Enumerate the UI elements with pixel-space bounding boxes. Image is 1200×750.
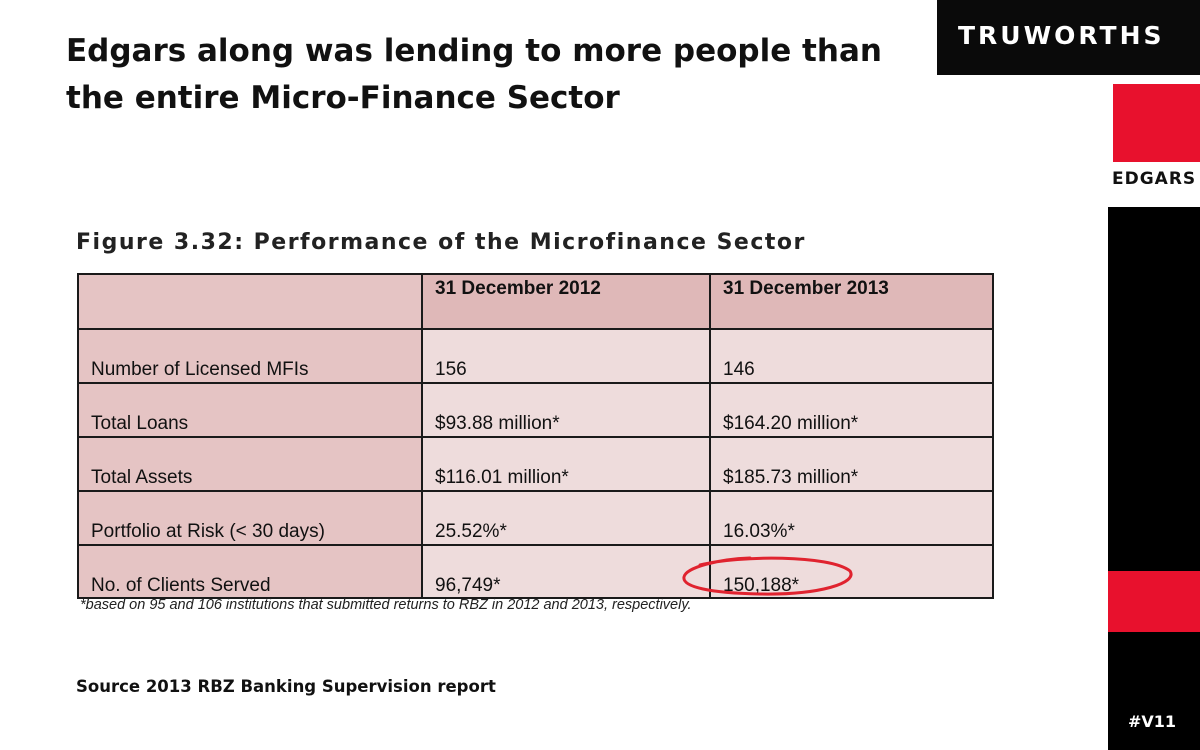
side-red-block	[1108, 571, 1200, 632]
table-row: No. of Clients Served 96,749* 150,188*	[77, 544, 994, 599]
table-row: Total Loans $93.88 million* $164.20 mill…	[77, 382, 994, 438]
value-2012: 156	[421, 328, 711, 384]
row-label: Total Loans	[77, 382, 423, 438]
row-label: Total Assets	[77, 436, 423, 492]
truworths-logo-bar	[937, 0, 1200, 75]
value-2012: 96,749*	[421, 544, 711, 599]
header-2013: 31 December 2013	[709, 273, 994, 330]
side-decoration-strip	[1108, 207, 1200, 750]
table-row: Portfolio at Risk (< 30 days) 25.52%* 16…	[77, 490, 994, 546]
table-header-row: 31 December 2012 31 December 2013	[77, 273, 994, 330]
edgars-logo-square	[1113, 84, 1200, 162]
value-2013: 146	[709, 328, 994, 384]
table-row: Total Assets $116.01 million* $185.73 mi…	[77, 436, 994, 492]
highlight-circle	[682, 556, 853, 596]
value-2013: $164.20 million*	[709, 382, 994, 438]
row-label: Number of Licensed MFIs	[77, 328, 423, 384]
slide-tag: #V11	[1128, 712, 1177, 731]
slide-title: Edgars along was lending to more people …	[66, 33, 882, 116]
header-2012: 31 December 2012	[421, 273, 711, 330]
figure-title: Figure 3.32: Performance of the Microfin…	[76, 230, 806, 255]
value-2012: 25.52%*	[421, 490, 711, 546]
row-label: Portfolio at Risk (< 30 days)	[77, 490, 423, 546]
microfinance-table: 31 December 2012 31 December 2013 Number…	[77, 273, 994, 599]
table-footnote: *based on 95 and 106 institutions that s…	[80, 597, 692, 613]
truworths-logo-text: TRUWORTHS	[958, 21, 1165, 50]
edgars-logo-label: EDGARS	[1112, 169, 1197, 189]
value-2012: $116.01 million*	[421, 436, 711, 492]
source-citation: Source 2013 RBZ Banking Supervision repo…	[76, 677, 496, 696]
value-2012: $93.88 million*	[421, 382, 711, 438]
row-label: No. of Clients Served	[77, 544, 423, 599]
table-row: Number of Licensed MFIs 156 146	[77, 328, 994, 384]
value-2013: $185.73 million*	[709, 436, 994, 492]
header-empty-cell	[77, 273, 423, 330]
value-2013: 16.03%*	[709, 490, 994, 546]
